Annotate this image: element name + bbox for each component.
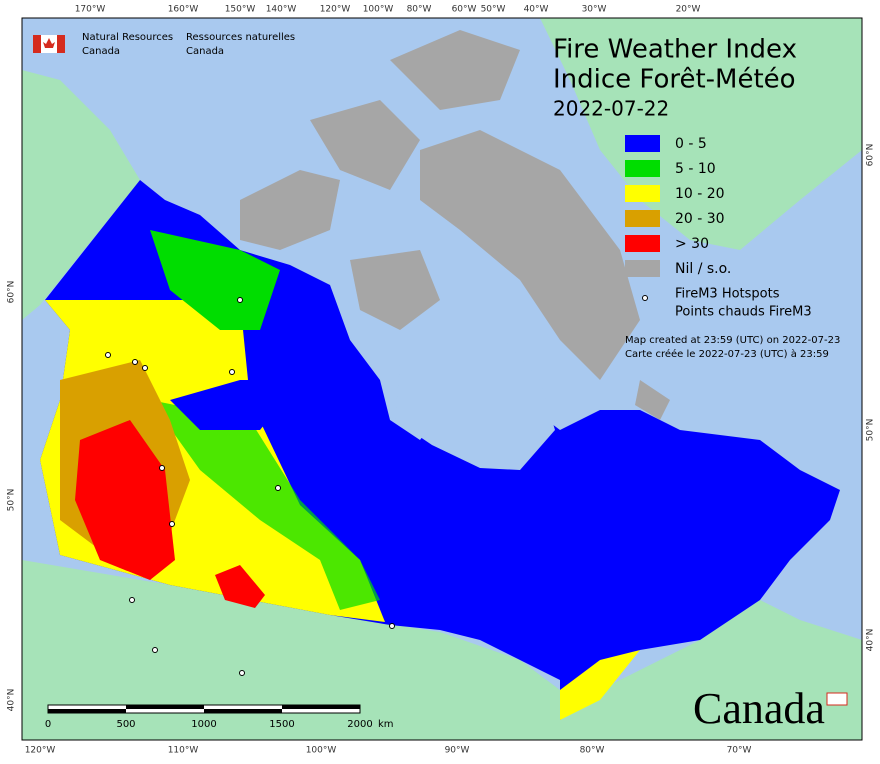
graticule-label: 40°N xyxy=(7,689,17,712)
title: Fire Weather Index xyxy=(553,35,797,65)
date: 2022-07-22 xyxy=(553,97,669,121)
legend-label: 0 - 5 xyxy=(675,136,707,152)
graticule-label: 110°W xyxy=(168,746,199,756)
arctic-islands xyxy=(240,30,670,420)
label: Ressources naturelles xyxy=(186,32,295,43)
graticule-label: 40°W xyxy=(524,5,549,15)
graticule-label: 60°N xyxy=(866,144,876,167)
graticule-label: 90°W xyxy=(445,746,470,756)
graticule-label: 60°N xyxy=(7,281,17,304)
legend-label: 20 - 30 xyxy=(675,211,725,227)
graticule-label: 100°W xyxy=(363,5,394,15)
scale-unit: km xyxy=(378,719,394,730)
legend-label: 5 - 10 xyxy=(675,161,716,177)
graticule-label: 50°N xyxy=(7,489,17,512)
legend-label: > 30 xyxy=(675,236,709,252)
legend-swatch xyxy=(625,135,660,152)
legend-swatch xyxy=(625,235,660,252)
scale-bar xyxy=(47,704,361,714)
legend-label: Nil / s.o. xyxy=(675,261,731,277)
legend-label: Points chauds FireM3 xyxy=(675,305,812,320)
wordmark: Canada xyxy=(693,684,825,733)
other-land xyxy=(22,18,862,740)
logo xyxy=(33,35,65,53)
hotspots xyxy=(105,297,395,676)
legend-swatch xyxy=(625,185,660,202)
legend-swatch xyxy=(625,210,660,227)
graticule-label: 150°W xyxy=(225,5,256,15)
wordmark-flag xyxy=(826,692,848,706)
title: Indice Forêt-Météo xyxy=(553,65,796,95)
graticule-label: 170°W xyxy=(75,5,106,15)
graticule-label: 20°W xyxy=(676,5,701,15)
label: Natural Resources xyxy=(82,32,173,43)
label: Canada xyxy=(82,46,120,57)
legend-swatch xyxy=(625,260,660,277)
graticule-label: 120°W xyxy=(25,746,56,756)
legend-label: FireM3 Hotspots xyxy=(675,287,780,302)
scale-tick: 0 xyxy=(45,719,51,730)
graticule-label: 140°W xyxy=(266,5,297,15)
graticule-label: 160°W xyxy=(168,5,199,15)
label: Canada xyxy=(186,46,224,57)
scale-tick: 2000 xyxy=(347,719,372,730)
legend-label: 10 - 20 xyxy=(675,186,725,202)
scale-tick: 500 xyxy=(116,719,135,730)
canada-land xyxy=(40,180,840,720)
scale-tick: 1000 xyxy=(191,719,216,730)
graticule-label: 40°N xyxy=(866,629,876,652)
graticule-label: 30°W xyxy=(582,5,607,15)
graticule-label: 120°W xyxy=(320,5,351,15)
graticule-label: 50°N xyxy=(866,419,876,442)
legend-hotspot xyxy=(642,295,648,301)
graticule-label: 60°W xyxy=(452,5,477,15)
graticule-label: 70°W xyxy=(727,746,752,756)
graticule-label: 50°W xyxy=(481,5,506,15)
map-border xyxy=(21,17,863,741)
graticule-label: 80°W xyxy=(580,746,605,756)
graticule-label: 100°W xyxy=(306,746,337,756)
credit: Map created at 23:59 (UTC) on 2022-07-23 xyxy=(625,335,840,346)
scale-tick: 1500 xyxy=(269,719,294,730)
graticule-label: 80°W xyxy=(407,5,432,15)
legend-swatch xyxy=(625,160,660,177)
credit: Carte créée le 2022-07-23 (UTC) à 23:59 xyxy=(625,348,829,360)
